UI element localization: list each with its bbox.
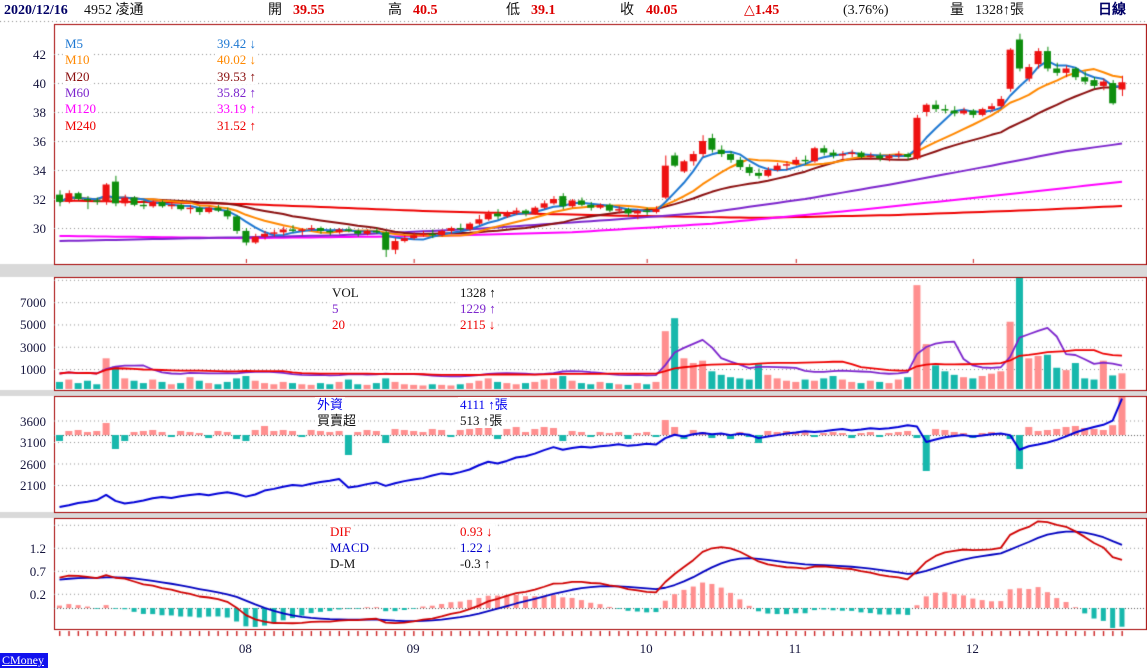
open-label: 開	[268, 3, 282, 18]
legend-label: VOL	[330, 285, 361, 300]
legend-value: 513 ↑張	[458, 413, 505, 428]
x-axis-month-label: 08	[238, 641, 252, 656]
legend-value: 39.53 ↑	[215, 68, 258, 84]
legend-value: 31.52 ↑	[215, 117, 258, 133]
volume-axis-label: 5000	[20, 317, 46, 333]
legend-label: MACD	[328, 540, 372, 555]
price-axis-label: 30	[33, 221, 46, 236]
legend-label: 20	[330, 317, 347, 332]
legend-label: M120	[63, 101, 99, 117]
legend-label: M60	[63, 84, 92, 100]
x-axis-month-label: 09	[406, 641, 420, 656]
price-axis-label: 40	[33, 76, 46, 91]
legend-label: M240	[63, 117, 99, 133]
change-value: △1.45	[744, 3, 780, 18]
period-selector[interactable]: 日線	[1098, 3, 1126, 18]
legend-label: M5	[63, 36, 86, 51]
macd-axis-label: 1.2	[29, 540, 46, 556]
macd-axis-label: 0.2	[29, 586, 46, 602]
legend-label: M10	[63, 52, 92, 68]
volume-axis-label: 3000	[20, 339, 46, 355]
legend-value: 0.93 ↓	[458, 524, 495, 539]
legend-label: 外資	[315, 397, 346, 412]
legend-value: 35.82 ↑	[215, 84, 258, 100]
foreign-axis-label: 3100	[20, 435, 46, 450]
volume-axis-label: 1000	[20, 362, 46, 378]
price-axis-label: 36	[33, 134, 46, 149]
foreign-axis-label: 2600	[20, 456, 46, 472]
x-axis-month-label: 10	[639, 641, 653, 656]
close-value: 40.05	[646, 3, 678, 18]
legend-value: 1229 ↑	[458, 301, 498, 316]
volume-axis-label: 7000	[20, 295, 46, 311]
date-label: 2020/12/16	[4, 3, 68, 18]
legend-label: DIF	[328, 524, 353, 539]
volume-label: 量	[950, 3, 964, 18]
price-axis-label: 34	[33, 163, 46, 178]
legend-value: 1328 ↑	[458, 285, 498, 300]
legend-value: -0.3 ↑	[458, 556, 493, 571]
foreign-axis-label: 3600	[20, 413, 46, 429]
low-value: 39.1	[531, 3, 556, 18]
low-label: 低	[506, 3, 520, 18]
price-axis-label: 38	[33, 105, 46, 120]
x-axis-month-label: 12	[965, 641, 979, 656]
legend-label: M20	[63, 68, 92, 84]
macd-axis-label: 0.7	[29, 563, 46, 579]
high-value: 40.5	[413, 3, 438, 18]
legend-value: 4111 ↑張	[458, 397, 510, 412]
high-label: 高	[388, 3, 402, 18]
legend-value: 39.42 ↓	[215, 36, 258, 51]
legend-value: 1.22 ↓	[458, 540, 495, 555]
foreign-axis-label: 2100	[20, 478, 46, 493]
price-axis-label: 42	[33, 47, 46, 62]
legend-value: 2115 ↓	[458, 317, 498, 332]
x-axis-month-label: 11	[788, 641, 802, 656]
legend-value: 40.02 ↓	[215, 52, 258, 68]
legend-value: 33.19 ↑	[215, 101, 258, 117]
cmoney-logo-link[interactable]: CMoney	[0, 653, 48, 668]
legend-label: 5	[330, 301, 341, 316]
volume-value: 1328↑張	[975, 3, 1024, 18]
close-label: 收	[620, 3, 634, 18]
open-value: 39.55	[293, 3, 325, 18]
legend-label: D-M	[328, 556, 358, 571]
price-axis-label: 32	[33, 192, 46, 207]
legend-label: 買賣超	[315, 413, 359, 428]
change-percent: (3.76%)	[843, 3, 889, 18]
stock-name: 4952 凌通	[84, 3, 144, 18]
